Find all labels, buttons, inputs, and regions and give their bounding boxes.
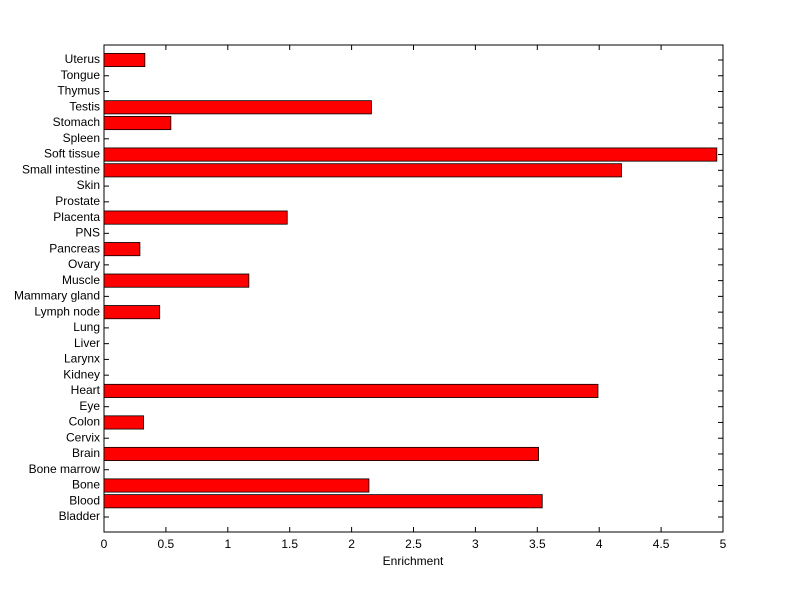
bar xyxy=(103,273,250,288)
x-tick-label: 1 xyxy=(224,537,231,551)
x-tick-label: 0.5 xyxy=(158,537,175,551)
y-tick-label: Placenta xyxy=(53,210,100,224)
y-tick-label: Lung xyxy=(73,320,100,334)
y-tick-label: PNS xyxy=(75,226,100,240)
x-tick-label: 3 xyxy=(472,537,479,551)
y-tick-label: Bone marrow xyxy=(29,462,101,476)
y-tick-label: Kidney xyxy=(63,367,100,381)
y-tick-label: Heart xyxy=(71,383,101,397)
x-tick-label: 1.5 xyxy=(281,537,298,551)
x-tick-label: 0 xyxy=(101,537,108,551)
x-tick-label: 2.5 xyxy=(405,537,422,551)
y-tick-label: Skin xyxy=(77,178,100,192)
bar xyxy=(103,147,718,162)
y-tick-label: Muscle xyxy=(62,273,100,287)
y-tick-label: Brain xyxy=(72,446,100,460)
y-tick-label: Bladder xyxy=(59,509,100,523)
bar xyxy=(103,415,145,430)
bar xyxy=(103,100,372,115)
bar xyxy=(103,163,622,178)
y-tick-label: Mammary gland xyxy=(14,289,100,303)
bar xyxy=(103,478,370,493)
y-tick-label: Small intestine xyxy=(22,162,100,176)
y-tick-label: Bone xyxy=(72,478,100,492)
y-tick-label: Liver xyxy=(74,336,100,350)
y-tick-label: Colon xyxy=(69,415,100,429)
bar xyxy=(103,305,161,320)
x-tick-label: 4 xyxy=(596,537,603,551)
y-tick-label: Lymph node xyxy=(34,304,100,318)
bar xyxy=(103,494,543,509)
x-axis-label: Enrichment xyxy=(383,554,444,568)
y-tick-label: Soft tissue xyxy=(44,147,100,161)
y-tick-label: Testis xyxy=(69,99,100,113)
bar xyxy=(103,383,599,398)
x-tick-label: 5 xyxy=(720,537,727,551)
bar xyxy=(103,210,288,225)
y-tick-label: Stomach xyxy=(53,115,100,129)
bar xyxy=(103,242,141,257)
y-tick-label: Thymus xyxy=(57,84,100,98)
y-tick-label: Uterus xyxy=(65,52,100,66)
x-tick-label: 3.5 xyxy=(529,537,546,551)
y-tick-label: Eye xyxy=(79,399,100,413)
bar xyxy=(103,116,172,131)
x-tick-label: 2 xyxy=(348,537,355,551)
y-tick-label: Pancreas xyxy=(49,241,100,255)
y-tick-label: Prostate xyxy=(55,194,100,208)
y-tick-label: Ovary xyxy=(68,257,100,271)
y-tick-label: Tongue xyxy=(61,68,101,82)
x-tick-label: 4.5 xyxy=(653,537,670,551)
y-tick-label: Spleen xyxy=(63,131,100,145)
y-tick-label: Cervix xyxy=(66,430,100,444)
bar xyxy=(103,52,146,68)
y-tick-label: Larynx xyxy=(64,352,100,366)
bar xyxy=(103,446,539,461)
y-tick-label: Blood xyxy=(69,493,100,507)
